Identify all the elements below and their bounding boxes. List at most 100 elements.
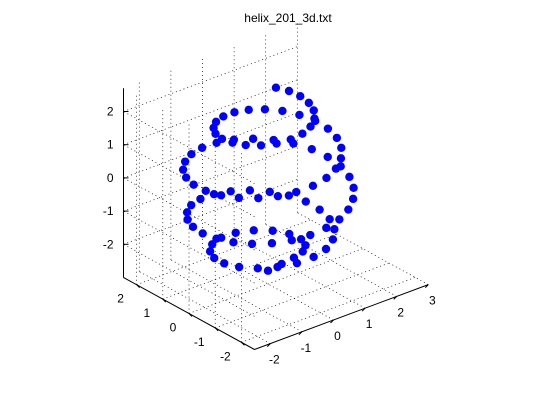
data-point <box>211 129 220 138</box>
data-point <box>234 193 244 203</box>
data-point <box>271 83 281 92</box>
y-tick-mark <box>188 313 193 317</box>
data-point <box>196 194 205 204</box>
y-tick-label: 0 <box>170 321 177 335</box>
grid-line-wall-z <box>123 145 298 212</box>
grid-line-floor-y <box>136 219 311 286</box>
x-tick-label: 3 <box>429 294 436 308</box>
data-point <box>182 208 192 217</box>
data-point <box>219 259 229 268</box>
y-tick-label: -2 <box>220 349 231 363</box>
tick-labels: -2 -1 0 1 2 3 -2 -1 0 1 2 -2 -1 0 1 2 <box>103 105 436 367</box>
data-point <box>254 193 263 203</box>
data-point <box>315 205 324 214</box>
grid-line-wall-z <box>123 112 298 179</box>
x-tick-label: -2 <box>269 353 280 367</box>
grid-line-wall-z <box>123 243 255 317</box>
grid-line-floor-y <box>241 277 416 343</box>
x-tick-label: -1 <box>301 341 312 355</box>
data-point <box>249 226 258 235</box>
data-point <box>286 135 295 144</box>
data-point <box>322 223 331 233</box>
x-tick-label: 1 <box>366 317 373 331</box>
data-point <box>273 262 282 272</box>
data-point <box>265 187 274 197</box>
z-tick-label: -2 <box>103 237 114 251</box>
z-tick-label: 0 <box>107 171 114 185</box>
data-point <box>328 235 338 244</box>
data-point <box>187 150 196 159</box>
x-tick-mark <box>393 296 398 300</box>
grid-line-wall-z <box>123 179 298 245</box>
grid-line-floor-x <box>139 271 271 344</box>
data-point <box>267 239 277 248</box>
data-point <box>205 247 215 256</box>
data-point <box>345 172 354 182</box>
y-tick-mark <box>136 284 140 289</box>
data-point <box>245 186 255 195</box>
data-point <box>310 114 319 123</box>
data-point <box>188 222 198 232</box>
data-point <box>198 229 207 238</box>
data-point <box>309 252 318 262</box>
z-tick-label: 1 <box>107 138 114 152</box>
grid-line-wall-z <box>123 144 255 218</box>
data-point <box>181 173 191 182</box>
data-point <box>273 191 283 201</box>
data-point <box>284 191 294 200</box>
data-point <box>335 215 344 224</box>
data-point <box>295 110 304 120</box>
data-point <box>298 129 307 138</box>
data-points <box>178 83 358 275</box>
data-point <box>331 164 341 173</box>
data-point <box>241 140 250 150</box>
x-axis-line <box>254 284 429 350</box>
data-point <box>332 133 342 143</box>
data-point <box>183 215 192 224</box>
data-point <box>323 152 332 162</box>
data-point <box>209 189 219 199</box>
data-point <box>201 186 210 196</box>
data-point <box>287 236 296 245</box>
data-point <box>292 258 302 268</box>
data-point <box>216 191 226 200</box>
data-point <box>344 205 353 214</box>
data-point <box>231 228 240 237</box>
data-point <box>321 244 331 254</box>
y-tick-mark <box>214 327 219 332</box>
x-tick-mark <box>330 319 334 324</box>
y-tick-mark <box>162 298 167 303</box>
data-point <box>348 194 358 204</box>
x-tick-label: 0 <box>334 329 341 343</box>
data-point <box>212 234 221 243</box>
grid-line-wall-z <box>123 79 298 146</box>
y-tick-mark <box>241 341 245 346</box>
data-point <box>296 92 305 101</box>
grid-line-wall-z <box>123 46 298 112</box>
data-point <box>304 98 314 108</box>
grid-line-floor-y <box>162 233 337 300</box>
axes-box <box>123 88 429 350</box>
grid-line-wall-z <box>123 111 255 184</box>
data-point <box>210 253 219 263</box>
data-point <box>349 183 358 193</box>
x-tick-mark <box>298 331 303 336</box>
data-point <box>298 247 307 256</box>
data-point <box>306 122 315 131</box>
data-point <box>229 238 238 247</box>
data-point <box>272 139 281 148</box>
data-point <box>226 187 235 196</box>
data-point <box>187 200 196 210</box>
data-point <box>309 106 318 115</box>
z-tick-label: -1 <box>103 204 114 218</box>
data-point <box>217 134 227 144</box>
data-point <box>296 234 306 244</box>
data-point <box>197 143 207 152</box>
data-point <box>248 134 258 143</box>
data-point <box>228 138 237 147</box>
data-point <box>306 230 315 240</box>
data-point <box>219 112 228 121</box>
y-tick-label: -1 <box>194 335 205 349</box>
data-point <box>307 144 316 154</box>
